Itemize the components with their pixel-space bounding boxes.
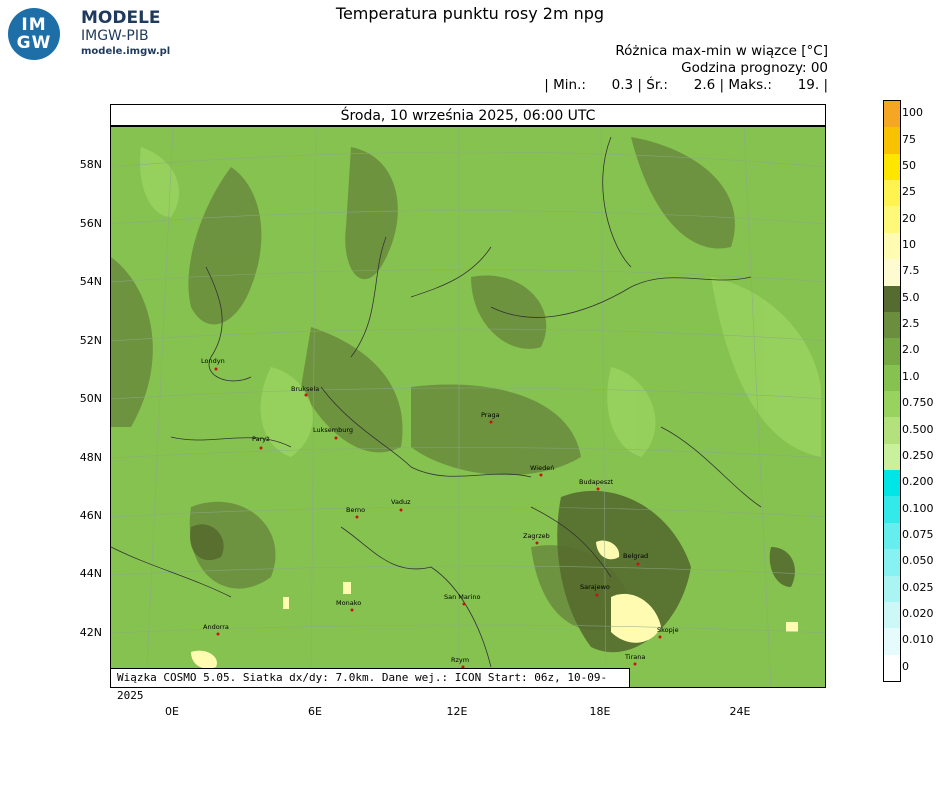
city-label-praga: Praga [481, 411, 500, 419]
info-stats: | Min.: 0.3 | Śr.: 2.6 | Maks.: 19. | [544, 77, 828, 93]
city-label-luksemburg: Luksemburg [313, 426, 354, 434]
lon-label: 12E [446, 705, 468, 718]
legend-swatch [884, 259, 900, 286]
legend-swatch [884, 364, 900, 391]
legend-label: 7.5 [902, 264, 920, 278]
city-label-zagrzeb: Zagrzeb [523, 532, 550, 540]
legend-swatch [884, 101, 900, 128]
legend-swatch [884, 628, 900, 655]
color-legend [883, 100, 901, 682]
lat-label: 54N [79, 275, 102, 288]
city-label-rzym: Rzym [451, 656, 470, 664]
legend-swatch [884, 338, 900, 365]
legend-label: 0.010 [902, 633, 934, 647]
logo-name: MODELE [81, 8, 161, 28]
legend-label: 0.200 [902, 475, 934, 489]
city-label-budapeszt: Budapeszt [579, 478, 614, 486]
city-label-paryz: Paryż [252, 435, 270, 443]
legend-swatch [884, 391, 900, 418]
city-label-sarajewo: Sarajewo [580, 583, 610, 591]
legend-swatch [884, 417, 900, 444]
date-label: Środa, 10 września 2025, 06:00 UTC [110, 104, 826, 126]
legend-label: 0.025 [902, 580, 934, 594]
city-label-skopje: Skopje [657, 626, 679, 634]
legend-label: 0.250 [902, 448, 934, 462]
city-label-bruksela: Bruksela [291, 385, 320, 393]
legend-label: 2.5 [902, 317, 920, 331]
legend-swatch [884, 470, 900, 497]
model-info-footer: Wiązka COSMO 5.05. Siatka dx/dy: 7.0km. … [110, 668, 630, 702]
legend-swatch [884, 496, 900, 523]
forecast-map[interactable]: Londyn Bruksela Luksemburg Paryż Praga W… [110, 126, 826, 688]
lat-label: 42N [79, 626, 102, 639]
legend-label: 10 [902, 238, 916, 251]
legend-label: 0.075 [902, 528, 934, 541]
lon-label: 6E [308, 705, 322, 718]
city-label-belgrad: Belgrad [623, 552, 649, 560]
map-canvas [111, 127, 825, 687]
lon-label: 0E [165, 705, 179, 718]
legend-swatch [884, 285, 900, 312]
city-label-monako: Monako [336, 599, 362, 607]
map-title: Temperatura punktu rosy 2m npg [335, 4, 605, 23]
legend-label: 0 [902, 659, 909, 673]
legend-label: 75 [902, 132, 916, 146]
legend-swatch [884, 206, 900, 233]
legend-swatch [884, 153, 900, 181]
legend-swatch [884, 443, 900, 471]
lat-label: 44N [79, 567, 102, 580]
lat-label: 46N [79, 509, 102, 522]
legend-swatch [884, 522, 900, 550]
lon-label: 24E [729, 705, 751, 718]
logo-org: IMGW-PIB [81, 28, 149, 44]
legend-label: 5.0 [902, 290, 920, 304]
info-variable: Różnica max-min w wiązce [°C] [615, 43, 828, 59]
legend-label: 0.500 [902, 422, 934, 436]
legend-swatch [884, 127, 900, 154]
city-label-berno: Berno [346, 506, 366, 514]
legend-label: 0.020 [902, 607, 934, 621]
legend-label: 20 [902, 211, 916, 225]
legend-label: 0.100 [902, 501, 934, 515]
legend-label: 25 [902, 185, 916, 199]
lat-label: 56N [79, 217, 102, 230]
city-label-wieden: Wiedeń [530, 464, 555, 472]
logo-site[interactable]: modele.imgw.pl [81, 46, 171, 57]
imgw-logo-mark: IM GW [8, 8, 60, 60]
lat-label: 48N [79, 451, 102, 464]
lat-label: 58N [79, 158, 102, 171]
legend-swatch [884, 311, 900, 339]
city-label-andorra: Andorra [203, 623, 229, 631]
city-label-tirana: Tirana [625, 653, 646, 661]
lon-label: 18E [589, 705, 611, 718]
city-label-vaduz: Vaduz [391, 498, 411, 506]
legend-swatch [884, 575, 900, 602]
legend-label: 2.0 [902, 343, 920, 357]
legend-label: 0.050 [902, 554, 934, 568]
legend-label: 50 [902, 158, 916, 172]
legend-label: 1.0 [902, 369, 920, 383]
city-label-san-marino: San Marino [444, 593, 481, 601]
lat-label: 50N [79, 392, 102, 405]
legend-label: 0.750 [902, 396, 934, 410]
legend-swatch [884, 180, 900, 207]
info-forecast-hour: Godzina prognozy: 00 [681, 60, 828, 76]
legend-swatch [884, 654, 900, 681]
legend-swatch [884, 601, 900, 629]
imgw-logo[interactable]: IM GW MODELE IMGW-PIB modele.imgw.pl [8, 8, 171, 60]
city-label-londyn: Londyn [201, 357, 225, 365]
legend-swatch [884, 232, 900, 260]
legend-label: 100 [902, 106, 923, 120]
legend-swatch [884, 549, 900, 576]
lat-label: 52N [79, 334, 102, 347]
